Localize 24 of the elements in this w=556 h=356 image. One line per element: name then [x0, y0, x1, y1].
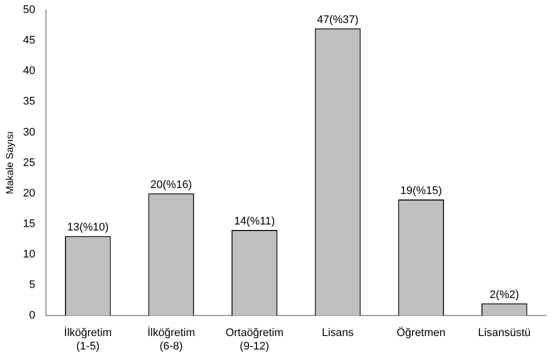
data-label: 20(%16): [150, 178, 192, 191]
y-tick-label: 50: [22, 4, 36, 16]
y-tick-label: 5: [29, 279, 36, 292]
y-tick-label: 40: [22, 65, 36, 78]
y-axis-title: Makale Sayısı: [4, 131, 16, 194]
y-tick-label: 25: [22, 156, 36, 169]
x-tick-label: Öğretmen: [396, 326, 446, 340]
x-tick-label: Ortaöğretim (9-12): [225, 327, 284, 352]
y-tick-label: 10: [22, 248, 36, 261]
data-label: 13(%10): [67, 222, 109, 234]
data-label: 19(%15): [400, 185, 442, 198]
y-tick-label: 20: [22, 187, 36, 200]
y-tick-label: 35: [22, 96, 36, 108]
x-tick-label: Lisans: [322, 327, 354, 340]
data-label: 2(%2): [490, 288, 520, 301]
y-tick-label: 30: [22, 126, 36, 138]
y-tick-label: 15: [22, 218, 36, 230]
y-tick-label: 45: [22, 34, 36, 47]
x-tick-label: İlköğretim (1-5): [64, 326, 112, 352]
data-label: 47(%37): [316, 14, 359, 26]
x-tick-label: Lisansüstü: [478, 327, 531, 340]
x-tick-label: İlköğretim (6-8): [147, 326, 196, 352]
y-tick-label: 0: [29, 310, 36, 322]
data-label: 14(%11): [234, 216, 275, 228]
